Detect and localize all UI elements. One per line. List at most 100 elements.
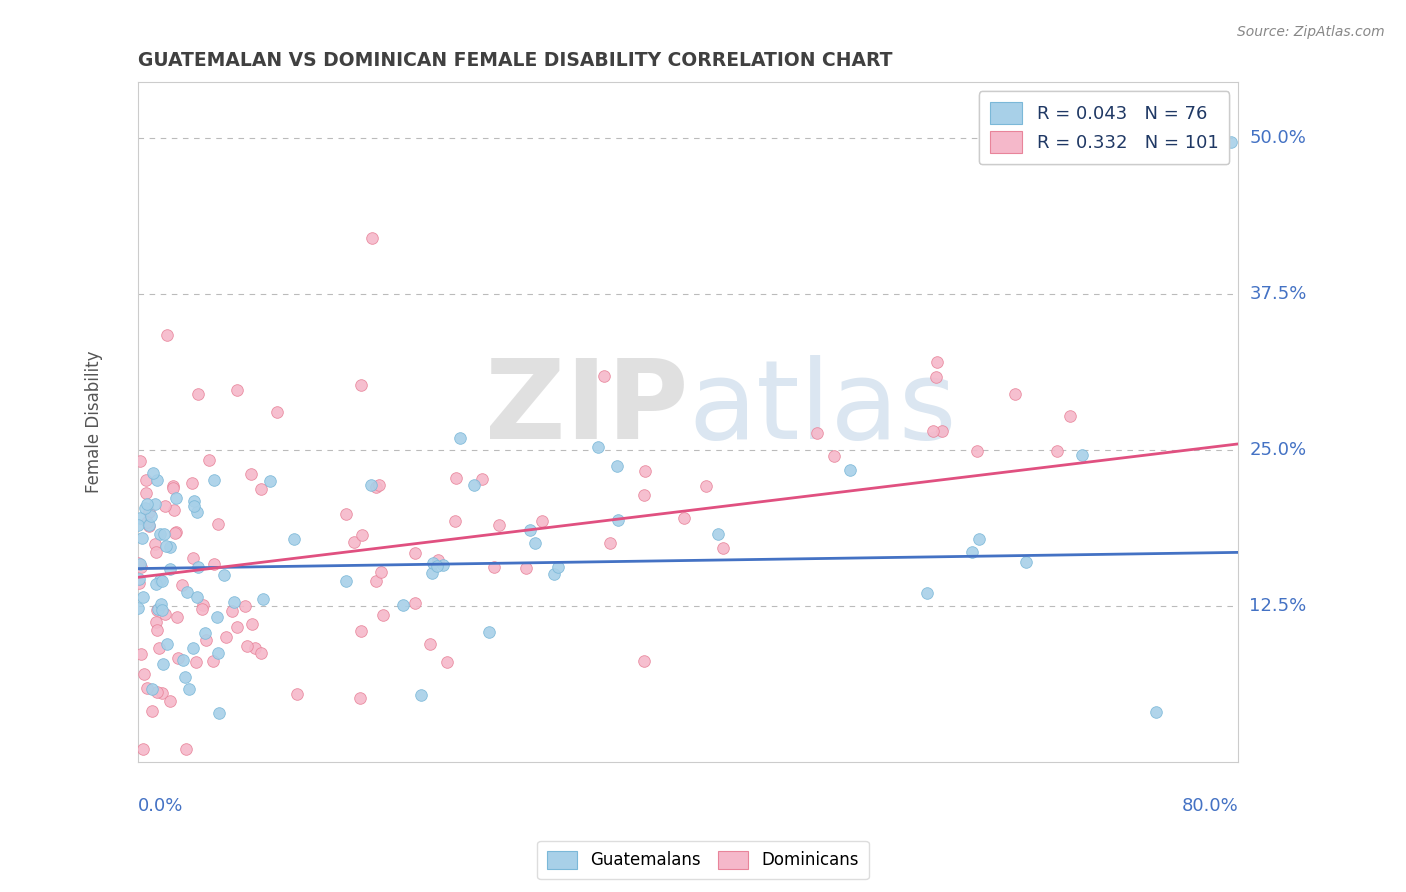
Point: [245, 640, 267, 655]
Point: [426, 559, 449, 574]
Point: [364, 480, 387, 494]
Point: [162, 479, 184, 493]
Point: [181, 550, 204, 565]
Point: [193, 598, 215, 612]
Text: Female Disability: Female Disability: [84, 351, 103, 493]
Point: [695, 479, 717, 493]
Point: [132, 666, 155, 681]
Point: [711, 541, 734, 556]
Point: [409, 688, 432, 702]
Point: [1071, 448, 1094, 462]
Point: [515, 561, 537, 575]
Point: [236, 640, 259, 654]
Point: [165, 491, 187, 505]
Point: [167, 650, 190, 665]
Point: [343, 534, 366, 549]
Point: [128, 454, 150, 468]
Point: [960, 545, 983, 559]
Point: [419, 637, 441, 651]
Point: [523, 536, 546, 550]
Point: [186, 590, 208, 604]
Point: [145, 577, 167, 591]
Point: [215, 630, 238, 644]
Point: [127, 556, 149, 570]
Point: [443, 514, 465, 528]
Point: [184, 655, 207, 669]
Point: [177, 682, 200, 697]
Point: [519, 524, 541, 538]
Point: [155, 539, 177, 553]
Text: GUATEMALAN VS DOMINICAN FEMALE DISABILITY CORRELATION CHART: GUATEMALAN VS DOMINICAN FEMALE DISABILIT…: [138, 51, 893, 70]
Point: [134, 500, 156, 515]
Point: [195, 632, 218, 647]
Point: [187, 387, 209, 401]
Point: [1059, 409, 1081, 424]
Point: [707, 527, 730, 541]
Point: [225, 383, 247, 397]
Point: [370, 565, 392, 579]
Point: [349, 690, 371, 705]
Point: [183, 493, 205, 508]
Point: [1004, 387, 1026, 401]
Point: [350, 624, 373, 639]
Point: [139, 509, 162, 524]
Text: 25.0%: 25.0%: [1250, 442, 1306, 459]
Point: [672, 510, 695, 524]
Point: [422, 556, 444, 570]
Point: [149, 527, 172, 541]
Point: [371, 608, 394, 623]
Point: [174, 742, 197, 756]
Point: [259, 475, 281, 489]
Point: [931, 424, 953, 438]
Point: [145, 615, 167, 630]
Point: [806, 425, 828, 440]
Point: [127, 600, 149, 615]
Point: [136, 515, 159, 529]
Point: [404, 546, 426, 560]
Point: [153, 607, 176, 622]
Point: [599, 536, 621, 550]
Point: [156, 328, 179, 343]
Point: [149, 573, 172, 587]
Text: 0.0%: 0.0%: [138, 797, 183, 814]
Point: [283, 532, 305, 546]
Text: 37.5%: 37.5%: [1250, 285, 1306, 303]
Point: [1046, 444, 1069, 458]
Point: [204, 473, 226, 487]
Text: Source: ZipAtlas.com: Source: ZipAtlas.com: [1237, 25, 1385, 39]
Point: [364, 574, 387, 588]
Point: [207, 646, 229, 660]
Point: [925, 369, 948, 384]
Point: [135, 681, 157, 696]
Text: atlas: atlas: [688, 355, 956, 462]
Point: [129, 560, 152, 574]
Point: [146, 623, 169, 637]
Point: [165, 525, 187, 540]
Point: [150, 686, 173, 700]
Point: [172, 653, 194, 667]
Point: [969, 532, 991, 546]
Point: [134, 486, 156, 500]
Point: [225, 620, 247, 634]
Point: [266, 405, 288, 419]
Point: [181, 641, 204, 656]
Point: [240, 467, 263, 482]
Point: [128, 572, 150, 586]
Point: [138, 517, 160, 532]
Point: [138, 519, 160, 533]
Point: [131, 532, 153, 546]
Point: [181, 475, 204, 490]
Point: [186, 505, 208, 519]
Point: [127, 518, 149, 533]
Point: [335, 507, 357, 521]
Point: [143, 537, 166, 551]
Point: [141, 682, 163, 697]
Legend: R = 0.043   N = 76, R = 0.332   N = 101: R = 0.043 N = 76, R = 0.332 N = 101: [979, 91, 1229, 164]
Point: [335, 574, 357, 588]
Point: [285, 687, 308, 701]
Point: [214, 567, 236, 582]
Point: [966, 444, 988, 458]
Text: ZIP: ZIP: [485, 355, 688, 462]
Point: [128, 511, 150, 525]
Point: [222, 595, 245, 609]
